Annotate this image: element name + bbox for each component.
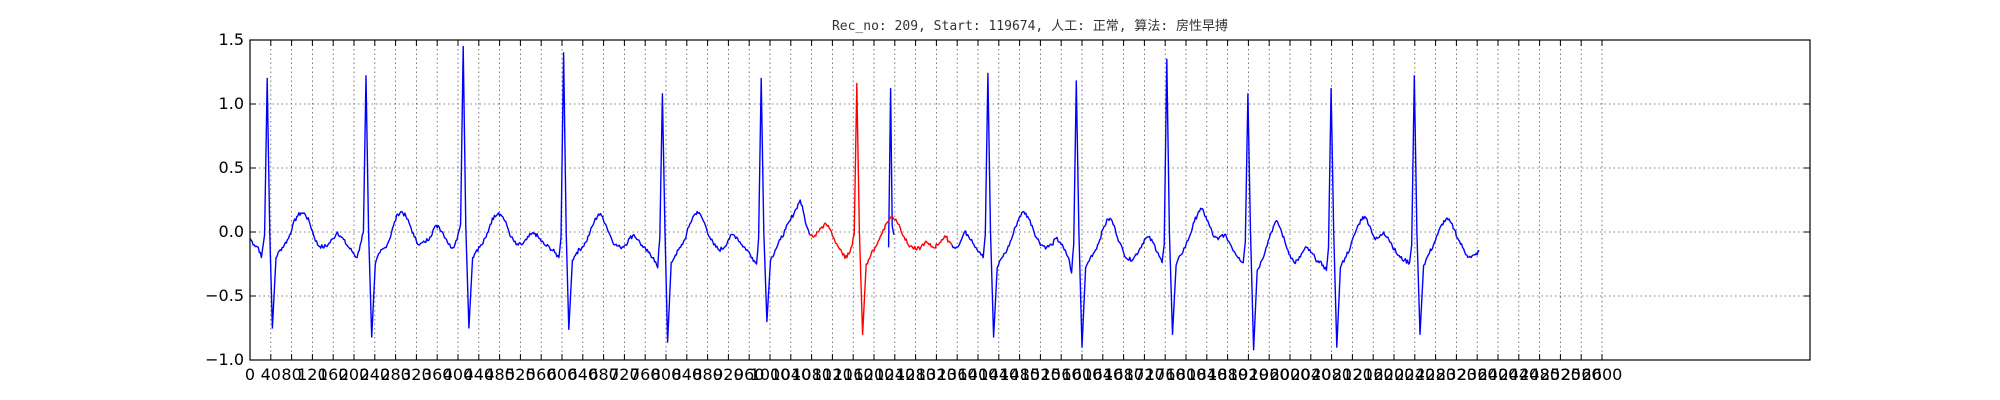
series-lines — [249, 45, 1480, 351]
x-tick-label: 520 — [505, 365, 536, 384]
x-tick-label: 1240 — [874, 365, 915, 384]
x-tick-label: 1640 — [1082, 365, 1123, 384]
chart-title: Rec_no: 209, Start: 119674, 人工: 正常, 算法: … — [832, 18, 1228, 34]
x-tick-label: 2200 — [1374, 365, 1415, 384]
x-tick-label: 720 — [609, 365, 640, 384]
x-tick-label: 400 — [443, 365, 474, 384]
series-line-0-1 — [887, 87, 895, 248]
x-tick-label: 840 — [672, 365, 703, 384]
x-tick-label: 1480 — [999, 365, 1040, 384]
x-axis: 0 40 8012016020024028032036040044048052056… — [245, 40, 1622, 384]
grid-lines — [250, 40, 1810, 360]
series-line-0-2 — [951, 58, 1480, 351]
x-tick-label: 1040 — [770, 365, 811, 384]
x-tick-label: 2360 — [1457, 365, 1498, 384]
x-tick-label: 1680 — [1103, 365, 1144, 384]
x-tick-label: 560 — [526, 365, 557, 384]
x-tick-label: 1760 — [1145, 365, 1186, 384]
x-tick-label: 40 — [261, 365, 281, 384]
x-tick-label: 1120 — [812, 365, 853, 384]
x-tick-label: 440 — [464, 365, 495, 384]
x-tick-label: 680 — [588, 365, 619, 384]
x-tick-label: 800 — [651, 365, 682, 384]
y-tick-label: 1.0 — [219, 94, 244, 113]
x-tick-label: 760 — [630, 365, 661, 384]
x-tick-label: 1160 — [833, 365, 874, 384]
x-tick-label: 1440 — [978, 365, 1019, 384]
x-tick-label: 2000 — [1270, 365, 1311, 384]
y-tick-label: 1.5 — [219, 30, 244, 49]
x-tick-label: 1000 — [750, 365, 791, 384]
x-tick-label: 2480 — [1519, 365, 1560, 384]
x-tick-label: 1720 — [1124, 365, 1165, 384]
x-tick-label: 200 — [339, 365, 370, 384]
x-tick-label: 2280 — [1415, 365, 1456, 384]
x-tick-label: 2160 — [1353, 365, 1394, 384]
x-tick-label: 1960 — [1249, 365, 1290, 384]
x-tick-label: 1400 — [958, 365, 999, 384]
x-tick-label: 640 — [568, 365, 599, 384]
x-tick-label: 0 — [245, 365, 255, 384]
y-tick-label: −1.0 — [205, 350, 244, 369]
x-tick-label: 80 — [281, 365, 301, 384]
x-tick-label: 160 — [318, 365, 349, 384]
y-tick-label: 0.5 — [219, 158, 244, 177]
x-tick-label: 600 — [547, 365, 578, 384]
x-tick-label: 1320 — [916, 365, 957, 384]
x-tick-label: 1280 — [895, 365, 936, 384]
x-tick-label: 1360 — [937, 365, 978, 384]
x-tick-label: 240 — [360, 365, 391, 384]
x-tick-label: 2560 — [1561, 365, 1602, 384]
x-tick-label: 2440 — [1498, 365, 1539, 384]
series-line-0-0 — [249, 45, 811, 343]
x-tick-label: 1880 — [1207, 365, 1248, 384]
series-line-1-0 — [809, 82, 953, 336]
x-tick-label: 920 — [713, 365, 744, 384]
x-tick-label: 1560 — [1041, 365, 1082, 384]
x-tick-label: 120 — [297, 365, 328, 384]
x-tick-label: 1200 — [854, 365, 895, 384]
y-tick-label: 0.0 — [219, 222, 244, 241]
x-tick-label: 480 — [484, 365, 515, 384]
x-tick-label: 2400 — [1478, 365, 1519, 384]
x-tick-label: 2120 — [1332, 365, 1373, 384]
x-tick-label: 880 — [692, 365, 723, 384]
x-tick-label: 280 — [380, 365, 411, 384]
x-tick-label: 960 — [734, 365, 765, 384]
x-tick-label: 2080 — [1311, 365, 1352, 384]
x-tick-label: 1800 — [1166, 365, 1207, 384]
x-tick-label: 2520 — [1540, 365, 1581, 384]
x-tick-label: 1920 — [1228, 365, 1269, 384]
x-tick-label: 2040 — [1290, 365, 1331, 384]
x-tick-label: 2320 — [1436, 365, 1477, 384]
x-tick-label: 1080 — [791, 365, 832, 384]
x-tick-label: 1520 — [1020, 365, 1061, 384]
x-tick-label: 2600 — [1582, 365, 1623, 384]
x-tick-label: 1600 — [1062, 365, 1103, 384]
y-tick-label: −0.5 — [205, 286, 244, 305]
x-tick-label: 320 — [401, 365, 432, 384]
y-axis: 1.5 1.0 0.5 0.0 −0.5 −1.0 — [205, 30, 1810, 369]
x-tick-label: 1840 — [1186, 365, 1227, 384]
x-tick-label: 2240 — [1394, 365, 1435, 384]
plot-frame — [249, 39, 1811, 361]
x-tick-label: 360 — [422, 365, 453, 384]
plot-background — [250, 40, 1810, 360]
